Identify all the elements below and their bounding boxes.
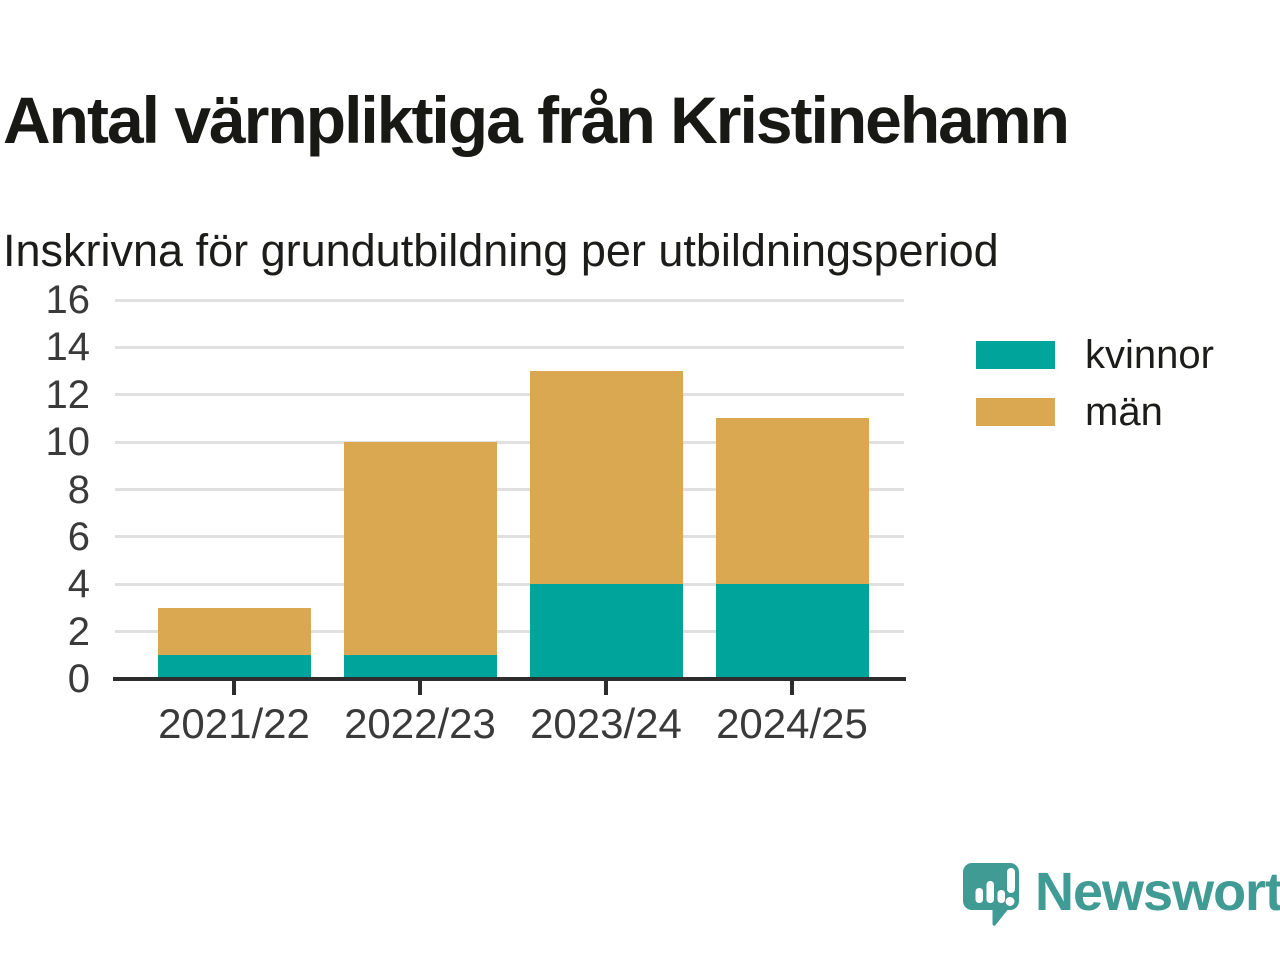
x-axis-category-label: 2024/25 (716, 700, 868, 747)
gridline-y-8 (115, 488, 904, 491)
bar-segment-kvinnor-2023/24 (529, 584, 683, 679)
legend-label-män: män (1085, 390, 1163, 434)
legend-swatch-kvinnor (976, 341, 1055, 369)
x-axis-tick (604, 681, 608, 695)
chart-subtitle: Inskrivna för grundutbildning per utbild… (3, 225, 999, 277)
chart-title: Antal värnpliktiga från Kristinehamn (3, 83, 1070, 158)
logo-exclamation-dot (1005, 897, 1015, 906)
gridline-y-10 (115, 440, 904, 444)
bar-segment-kvinnor-2021/22 (157, 655, 311, 679)
gridline-y-14 (115, 345, 904, 349)
logo-bar-2 (986, 881, 994, 903)
y-axis-tick-label: 6 (67, 514, 90, 559)
bar-segment-män-2021/22 (157, 607, 311, 656)
bar-segment-kvinnor-2022/23 (343, 655, 497, 679)
y-axis-tick-label: 12 (45, 372, 91, 417)
bar-segment-män-2022/23 (343, 442, 497, 656)
legend-label-kvinnor: kvinnor (1085, 333, 1214, 377)
x-axis-category-label: 2022/23 (344, 700, 496, 747)
logo-bar-3 (997, 890, 1005, 903)
y-axis-tick-label: 0 (67, 657, 90, 701)
bar-segment-kvinnor-2024/25 (715, 584, 869, 679)
legend-item-kvinnor: kvinnor (976, 335, 1214, 375)
y-axis-tick-label: 16 (45, 278, 91, 322)
x-axis-line (113, 677, 906, 681)
chart-legend: kvinnor män (976, 335, 1214, 432)
x-axis-tick (418, 681, 422, 695)
bar-segment-män-2024/25 (715, 418, 869, 585)
logo-bar-1 (975, 888, 983, 903)
y-axis-tick-label: 14 (45, 325, 91, 370)
x-axis-tick (232, 681, 236, 695)
gridline-y-4 (115, 582, 904, 586)
branding-name: Newsworthy (1035, 862, 1280, 922)
gridline-y-6 (115, 535, 904, 539)
y-axis-tick-label: 2 (67, 609, 90, 654)
gridline-y-2 (115, 630, 904, 634)
logo-exclamation-bar (1007, 868, 1015, 893)
x-axis-tick (790, 681, 794, 695)
gridline-y-16 (115, 298, 904, 302)
y-axis-tick-label: 10 (45, 420, 91, 465)
bar-segment-män-2023/24 (529, 371, 683, 585)
gridline-y-12 (115, 393, 904, 397)
legend-swatch-män (976, 398, 1055, 426)
legend-item-män: män (976, 392, 1214, 432)
y-axis-tick-label: 4 (67, 562, 90, 607)
y-axis-tick-label: 8 (67, 467, 90, 512)
x-axis-category-label: 2023/24 (530, 700, 682, 747)
branding: Newsworthy (963, 863, 1280, 929)
newsworthy-logo-icon (963, 863, 1019, 926)
x-axis-category-label: 2021/22 (158, 700, 310, 747)
